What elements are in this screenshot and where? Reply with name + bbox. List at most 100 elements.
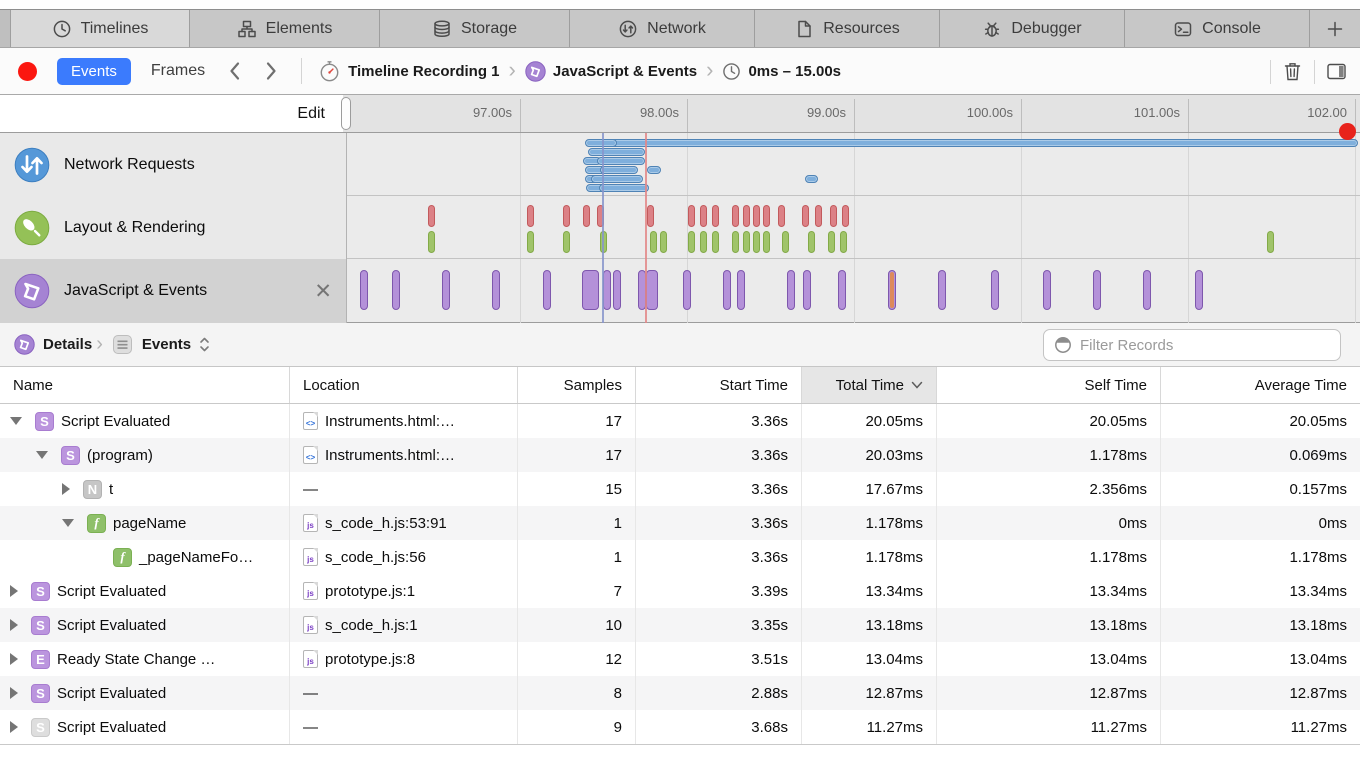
column-header-samples[interactable]: Samples xyxy=(518,367,636,403)
disclosure-closed-icon[interactable] xyxy=(10,585,18,597)
layout-event-bar[interactable] xyxy=(830,205,837,227)
table-row[interactable]: E Ready State Change … js prototype.js:8 12 3… xyxy=(0,642,1360,676)
script-event-bar[interactable] xyxy=(787,270,795,310)
script-event-bar[interactable] xyxy=(1143,270,1151,310)
network-request-bar[interactable] xyxy=(600,166,638,174)
track-sidebar-network-requests[interactable]: Network Requests xyxy=(0,133,347,196)
layout-event-bar[interactable] xyxy=(647,205,654,227)
column-header-location[interactable]: Location xyxy=(290,367,518,403)
disclosure-closed-icon[interactable] xyxy=(10,721,18,733)
layout-event-bar[interactable] xyxy=(842,205,849,227)
paint-event-bar[interactable] xyxy=(660,231,667,253)
layout-event-bar[interactable] xyxy=(428,205,435,227)
record-playhead-dot[interactable] xyxy=(1339,123,1356,140)
layout-event-bar[interactable] xyxy=(732,205,739,227)
script-event-bar[interactable] xyxy=(803,270,811,310)
tab-elements[interactable]: Elements xyxy=(190,10,380,47)
record-button[interactable] xyxy=(18,61,37,81)
filter-records-field[interactable] xyxy=(1043,329,1341,361)
view-mode-events-button[interactable]: Events xyxy=(57,57,131,85)
paint-event-bar[interactable] xyxy=(712,231,719,253)
network-request-bar[interactable] xyxy=(585,139,617,147)
paint-event-bar[interactable] xyxy=(688,231,695,253)
paint-event-bar[interactable] xyxy=(828,231,835,253)
disclosure-open-icon[interactable] xyxy=(62,519,74,527)
layout-event-bar[interactable] xyxy=(700,205,707,227)
script-event-bar[interactable] xyxy=(683,270,691,310)
breadcrumb-item[interactable]: JavaScript & Events xyxy=(525,60,697,82)
script-event-bar[interactable] xyxy=(543,270,551,310)
paint-event-bar[interactable] xyxy=(753,231,760,253)
paint-event-bar[interactable] xyxy=(763,231,770,253)
script-event-bar[interactable] xyxy=(442,270,450,310)
disclosure-open-icon[interactable] xyxy=(36,451,48,459)
forward-button[interactable] xyxy=(264,59,279,83)
layout-event-bar[interactable] xyxy=(527,205,534,227)
script-event-bar[interactable] xyxy=(1195,270,1203,310)
layout-event-bar[interactable] xyxy=(563,205,570,227)
disclosure-closed-icon[interactable] xyxy=(62,483,70,495)
table-row[interactable]: f _pageNameFo… js s_code_h.js:56 1 3.36s 1.178… xyxy=(0,540,1360,574)
script-event-bar[interactable] xyxy=(723,270,731,310)
layout-event-bar[interactable] xyxy=(712,205,719,227)
script-event-bar[interactable] xyxy=(392,270,400,310)
paint-event-bar[interactable] xyxy=(700,231,707,253)
layout-event-bar[interactable] xyxy=(802,205,809,227)
clear-timeline-trash-button[interactable] xyxy=(1281,60,1304,83)
layout-event-bar[interactable] xyxy=(763,205,770,227)
layout-event-bar[interactable] xyxy=(753,205,760,227)
script-event-bar[interactable] xyxy=(838,270,846,310)
tab-resources[interactable]: Resources xyxy=(755,10,940,47)
view-selector-dropdown[interactable]: Events xyxy=(111,333,210,356)
back-button[interactable] xyxy=(227,59,242,83)
paint-event-bar[interactable] xyxy=(1267,231,1274,253)
tab-console[interactable]: Console xyxy=(1125,10,1310,47)
script-event-bar[interactable] xyxy=(991,270,999,310)
network-request-bar[interactable] xyxy=(599,184,649,192)
edit-button[interactable]: Edit xyxy=(297,104,325,122)
paint-event-bar[interactable] xyxy=(732,231,739,253)
script-event-bar[interactable] xyxy=(646,270,658,310)
disclosure-open-icon[interactable] xyxy=(10,417,22,425)
network-request-bar[interactable] xyxy=(805,175,818,183)
script-event-bar[interactable] xyxy=(360,270,368,310)
script-event-bar[interactable] xyxy=(613,270,621,310)
network-request-bar[interactable] xyxy=(588,148,645,156)
filter-records-input[interactable] xyxy=(1080,336,1310,354)
time-ruler[interactable]: 97.00s 98.00s 99.00s 100.00s 101.00s 102.00 xyxy=(351,95,1360,132)
script-event-bar[interactable] xyxy=(888,270,896,310)
track-sidebar-javascript-events[interactable]: JavaScript & Events ✕ xyxy=(0,259,347,323)
tab-timelines[interactable]: Timelines xyxy=(10,10,190,47)
column-header-name[interactable]: Name xyxy=(0,367,290,403)
script-event-bar[interactable] xyxy=(737,270,745,310)
column-header-average-time[interactable]: Average Time xyxy=(1161,367,1360,403)
view-mode-frames-button[interactable]: Frames xyxy=(150,62,206,79)
breadcrumb-item[interactable]: Timeline Recording 1 xyxy=(318,60,500,83)
layout-event-bar[interactable] xyxy=(815,205,822,227)
script-event-bar[interactable] xyxy=(1093,270,1101,310)
tab-debugger[interactable]: Debugger xyxy=(940,10,1125,47)
script-event-bar[interactable] xyxy=(582,270,599,310)
network-request-bar[interactable] xyxy=(597,157,645,165)
network-request-bar[interactable] xyxy=(591,175,643,183)
tab-network[interactable]: Network xyxy=(570,10,755,47)
layout-event-bar[interactable] xyxy=(743,205,750,227)
tab-storage[interactable]: Storage xyxy=(380,10,570,47)
breadcrumb-item[interactable]: 0ms – 15.00s xyxy=(722,62,841,81)
network-request-bar[interactable] xyxy=(647,166,661,174)
script-event-bar[interactable] xyxy=(603,270,611,310)
paint-event-bar[interactable] xyxy=(743,231,750,253)
disclosure-closed-icon[interactable] xyxy=(10,619,18,631)
close-track-button[interactable]: ✕ xyxy=(314,279,332,303)
details-sidebar-toggle-button[interactable] xyxy=(1325,60,1348,83)
table-row[interactable]: S Script Evaluated js s_code_h.js:1 10 3.35s 1… xyxy=(0,608,1360,642)
paint-event-bar[interactable] xyxy=(840,231,847,253)
paint-event-bar[interactable] xyxy=(782,231,789,253)
script-event-bar[interactable] xyxy=(938,270,946,310)
column-header-start-time[interactable]: Start Time xyxy=(636,367,802,403)
disclosure-closed-icon[interactable] xyxy=(10,653,18,665)
layout-event-bar[interactable] xyxy=(583,205,590,227)
paint-event-bar[interactable] xyxy=(650,231,657,253)
script-event-bar[interactable] xyxy=(1043,270,1051,310)
